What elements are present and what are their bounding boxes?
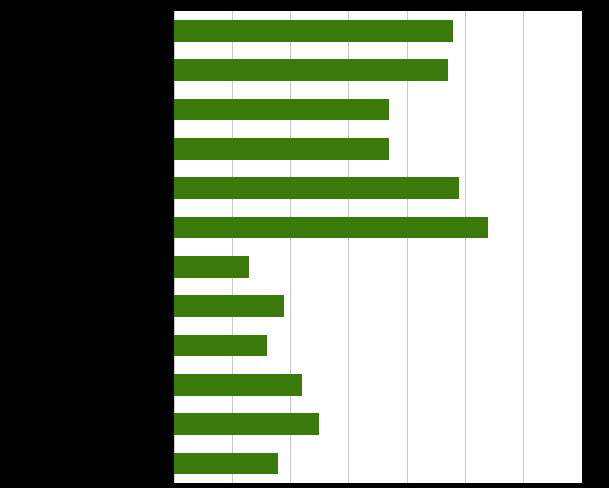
Bar bbox=[174, 217, 488, 239]
Bar bbox=[174, 453, 278, 474]
Bar bbox=[174, 335, 267, 357]
Bar bbox=[174, 100, 389, 121]
Bar bbox=[174, 296, 284, 317]
Bar bbox=[174, 139, 389, 161]
Bar bbox=[174, 413, 319, 435]
Bar bbox=[174, 21, 453, 42]
Bar bbox=[174, 374, 302, 396]
Bar bbox=[174, 178, 459, 200]
Bar bbox=[174, 257, 249, 278]
Bar bbox=[174, 61, 448, 82]
